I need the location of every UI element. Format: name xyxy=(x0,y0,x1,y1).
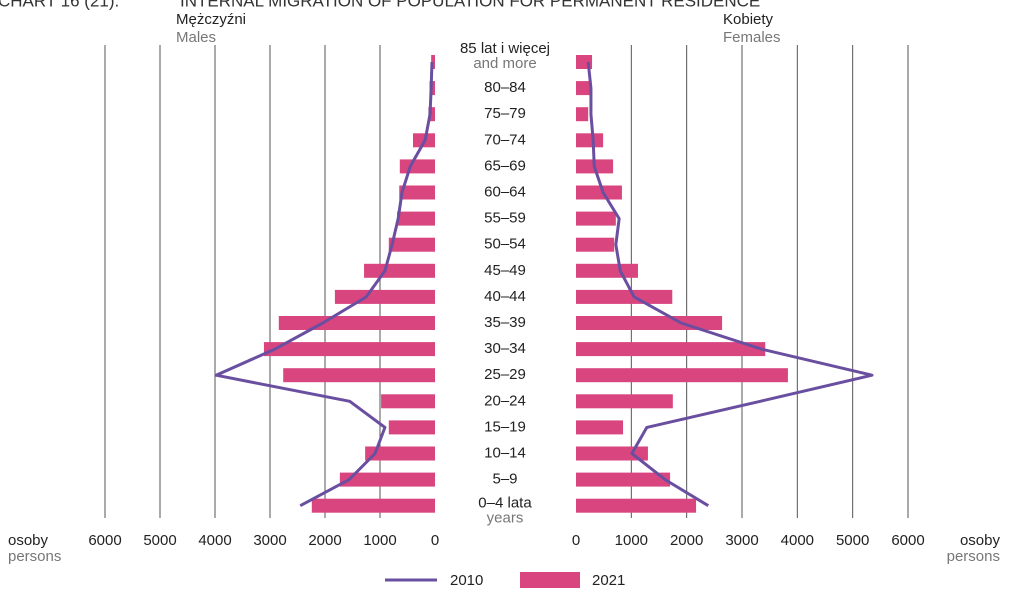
x-tick-label: 2000 xyxy=(670,532,703,549)
bar xyxy=(283,368,435,383)
category-label: 45–49 xyxy=(484,262,526,279)
bar xyxy=(399,185,435,200)
bar xyxy=(278,316,435,330)
axis-label: osoby xyxy=(960,532,1001,549)
x-tick-label: 3000 xyxy=(253,532,286,549)
category-label: 10–14 xyxy=(484,444,526,461)
axis-label: osoby xyxy=(8,532,49,549)
category-label: 35–39 xyxy=(484,314,526,331)
legend-label: 2021 xyxy=(592,572,625,589)
category-label: 85 lat i więcej xyxy=(460,40,550,57)
line xyxy=(586,61,874,507)
category-sublabel: years xyxy=(487,510,524,527)
x-tick-label: 3000 xyxy=(725,532,758,549)
x-tick-label: 4000 xyxy=(781,532,814,549)
x-tick-label: 0 xyxy=(431,532,439,549)
bar xyxy=(576,368,788,383)
bar xyxy=(576,107,589,122)
bar xyxy=(576,133,604,148)
category-sublabel: and more xyxy=(473,55,536,72)
x-tick-label: 5000 xyxy=(143,532,176,549)
bar xyxy=(388,420,435,435)
category-label: 5–9 xyxy=(492,471,517,488)
bar xyxy=(576,420,624,435)
axis-label: persons xyxy=(8,548,61,565)
legend-label: 2010 xyxy=(450,572,483,589)
bar xyxy=(576,263,638,278)
bar xyxy=(576,237,615,252)
category-label: 55–59 xyxy=(484,210,526,227)
x-tick-label: 4000 xyxy=(198,532,231,549)
bar xyxy=(311,498,435,513)
x-tick-label: 5000 xyxy=(836,532,869,549)
line xyxy=(214,61,434,508)
category-label: 0–4 lata xyxy=(478,495,532,512)
bar xyxy=(365,446,435,461)
bar xyxy=(339,472,435,487)
bar xyxy=(428,107,435,122)
panel-title: Kobiety xyxy=(723,11,774,28)
bar xyxy=(576,316,723,330)
bar xyxy=(334,289,435,304)
x-tick-label: 6000 xyxy=(88,532,121,549)
x-tick-label: 2000 xyxy=(308,532,341,549)
bar xyxy=(576,472,671,487)
category-label: 50–54 xyxy=(484,236,526,253)
bar xyxy=(397,211,435,226)
chart-number: CHART 16 (21). xyxy=(0,0,119,10)
bar xyxy=(576,211,616,226)
category-label: 40–44 xyxy=(484,288,526,305)
legend-swatch xyxy=(520,572,580,588)
bar xyxy=(431,55,435,69)
bar xyxy=(364,263,435,278)
bar xyxy=(388,237,435,252)
bar xyxy=(576,81,591,96)
bar xyxy=(576,446,648,461)
category-label: 30–34 xyxy=(484,340,526,357)
category-label: 20–24 xyxy=(484,392,526,409)
bar xyxy=(576,185,622,200)
bar xyxy=(576,394,673,409)
category-label: 25–29 xyxy=(484,366,526,383)
category-label: 75–79 xyxy=(484,105,526,122)
bar xyxy=(263,342,435,357)
category-label: 15–19 xyxy=(484,418,526,435)
x-tick-label: 6000 xyxy=(891,532,924,549)
bar xyxy=(576,342,766,357)
axis-label: persons xyxy=(947,548,1000,565)
category-label: 80–84 xyxy=(484,79,526,96)
panel-subtitle: Males xyxy=(176,29,216,46)
bar xyxy=(399,159,435,174)
chart-title: INTERNAL MIGRATION OF POPULATION FOR PER… xyxy=(180,0,760,10)
x-tick-label: 0 xyxy=(572,532,580,549)
category-label: 60–64 xyxy=(484,183,526,200)
bar xyxy=(576,289,673,304)
bar xyxy=(576,498,697,513)
panel-subtitle: Females xyxy=(723,29,781,46)
panel-title: Mężczyźni xyxy=(176,11,246,28)
category-label: 65–69 xyxy=(484,157,526,174)
x-tick-label: 1000 xyxy=(363,532,396,549)
bar xyxy=(381,394,435,409)
category-label: 70–74 xyxy=(484,131,526,148)
x-tick-label: 1000 xyxy=(615,532,648,549)
